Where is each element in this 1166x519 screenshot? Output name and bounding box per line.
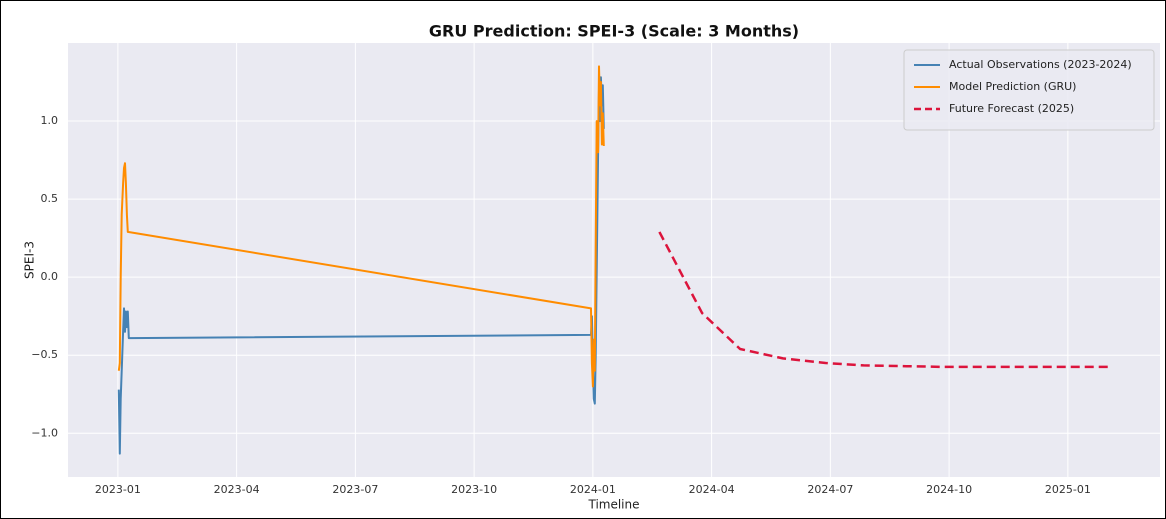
legend-label: Actual Observations (2023-2024) <box>949 58 1132 71</box>
series-line <box>117 65 605 388</box>
y-tick-label: 1.0 <box>41 114 59 127</box>
x-tick-label: 2024-10 <box>926 483 972 496</box>
x-tick-label: 2023-04 <box>214 483 260 496</box>
y-axis-label: SPEI-3 <box>23 241 37 279</box>
legend-label: Future Forecast (2025) <box>949 102 1074 115</box>
x-tick-label: 2025-01 <box>1045 483 1091 496</box>
y-tick-label: 0.5 <box>41 192 59 205</box>
x-axis-label: Timeline <box>587 498 639 512</box>
y-tick-label: 0.0 <box>41 270 59 283</box>
x-tick-label: 2024-04 <box>689 483 735 496</box>
chart-title: GRU Prediction: SPEI-3 (Scale: 3 Months) <box>429 22 799 41</box>
x-tick-label: 2023-10 <box>451 483 497 496</box>
legend-box <box>903 49 1155 131</box>
x-tick-label: 2023-07 <box>332 483 378 496</box>
x-tick-label: 2023-01 <box>95 483 141 496</box>
y-tick-label: −1.0 <box>31 426 58 439</box>
x-tick-label: 2024-01 <box>570 483 616 496</box>
legend-label: Model Prediction (GRU) <box>949 80 1076 93</box>
series-line <box>658 231 1111 369</box>
x-tick-label: 2024-07 <box>807 483 853 496</box>
y-tick-label: −0.5 <box>31 348 58 361</box>
